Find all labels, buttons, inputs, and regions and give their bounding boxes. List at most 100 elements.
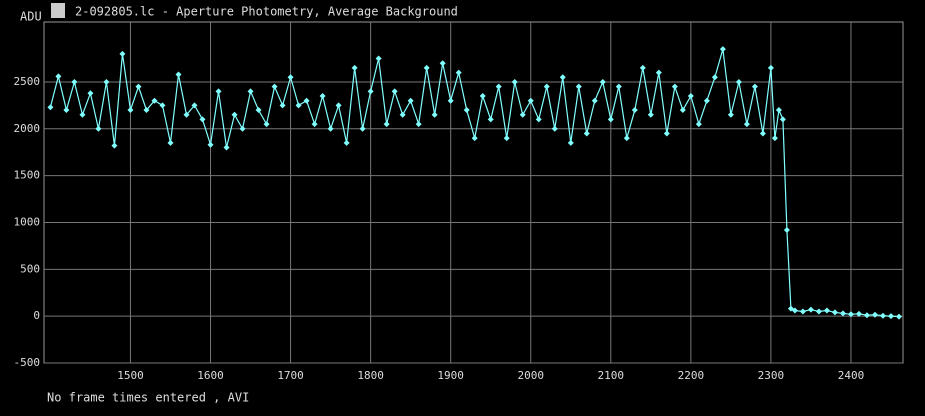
data-point <box>551 125 558 132</box>
data-point <box>135 83 142 90</box>
data-point <box>791 307 798 314</box>
data-point <box>615 83 622 90</box>
data-point <box>743 121 750 128</box>
data-point <box>711 74 718 81</box>
data-point <box>255 107 262 114</box>
x-tick-label: 2200 <box>678 369 705 382</box>
data-point <box>295 102 302 109</box>
data-point <box>319 93 326 100</box>
data-point <box>271 83 278 90</box>
data-point <box>503 135 510 142</box>
data-point <box>783 226 790 233</box>
data-point <box>703 97 710 104</box>
data-point <box>771 135 778 142</box>
x-tick-label: 2300 <box>758 369 785 382</box>
y-tick-label: 2500 <box>14 75 41 88</box>
data-point <box>303 97 310 104</box>
data-point <box>631 107 638 114</box>
data-point <box>431 111 438 118</box>
data-point <box>55 73 62 80</box>
data-point <box>151 97 158 104</box>
data-point <box>351 64 358 71</box>
data-point <box>367 88 374 95</box>
chart-title: 2-092805.lc - Aperture Photometry, Avera… <box>75 5 458 19</box>
data-point <box>287 74 294 81</box>
data-point <box>495 83 502 90</box>
data-point <box>799 308 806 315</box>
data-point <box>679 107 686 114</box>
data-point <box>847 311 854 318</box>
data-point <box>839 310 846 317</box>
data-point <box>127 107 134 114</box>
data-point <box>727 111 734 118</box>
data-point <box>71 78 78 85</box>
footer: No frame times entered , AVI <box>47 391 249 405</box>
data-point <box>519 111 526 118</box>
data-point <box>175 71 182 78</box>
data-point <box>263 121 270 128</box>
data-point <box>87 90 94 97</box>
data-point <box>63 107 70 114</box>
data-point <box>47 104 54 111</box>
y-tick-label: 0 <box>33 309 40 322</box>
data-point <box>439 60 446 67</box>
data-point <box>647 111 654 118</box>
data-point <box>831 309 838 316</box>
data-point <box>279 102 286 109</box>
data-point <box>695 121 702 128</box>
data-point <box>143 107 150 114</box>
data-point <box>559 74 566 81</box>
data-point <box>527 97 534 104</box>
x-tick-label: 1500 <box>117 369 144 382</box>
data-point <box>567 139 574 146</box>
x-tick-label: 2000 <box>517 369 544 382</box>
data-point <box>231 111 238 118</box>
data-point <box>779 116 786 123</box>
series-line <box>49 49 900 318</box>
x-tick-label: 1800 <box>357 369 384 382</box>
data-point <box>607 116 614 123</box>
data-point <box>719 46 726 53</box>
data-point <box>751 83 758 90</box>
data-point <box>207 141 214 148</box>
data-point <box>807 306 814 313</box>
data-point <box>359 125 366 132</box>
data-point <box>663 130 670 137</box>
data-point <box>823 307 830 314</box>
data-point <box>447 97 454 104</box>
data-point <box>639 64 646 71</box>
data-point <box>471 135 478 142</box>
data-point <box>815 308 822 315</box>
data-point <box>479 93 486 100</box>
data-point <box>687 93 694 100</box>
data-point <box>223 144 230 151</box>
data-point <box>343 139 350 146</box>
data-point <box>735 78 742 85</box>
data-point <box>199 116 206 123</box>
data-point <box>191 102 198 109</box>
data-point <box>415 121 422 128</box>
data-point <box>239 125 246 132</box>
y-axis-label: ADU <box>20 10 42 24</box>
data-point <box>543 83 550 90</box>
x-tick-label: 1600 <box>197 369 224 382</box>
data-point <box>863 312 870 319</box>
data-point <box>247 88 254 95</box>
data-point <box>95 125 102 132</box>
data-point <box>855 310 862 317</box>
data-point <box>103 78 110 85</box>
data-point <box>623 135 630 142</box>
data-point <box>871 311 878 318</box>
data-point <box>335 102 342 109</box>
data-point <box>487 116 494 123</box>
data-point <box>575 83 582 90</box>
x-tick-label: 1700 <box>277 369 304 382</box>
app-icon <box>51 3 65 18</box>
data-point <box>423 64 430 71</box>
data-point <box>111 142 118 149</box>
data-point <box>775 107 782 114</box>
data-point <box>159 102 166 109</box>
data-point <box>407 97 414 104</box>
